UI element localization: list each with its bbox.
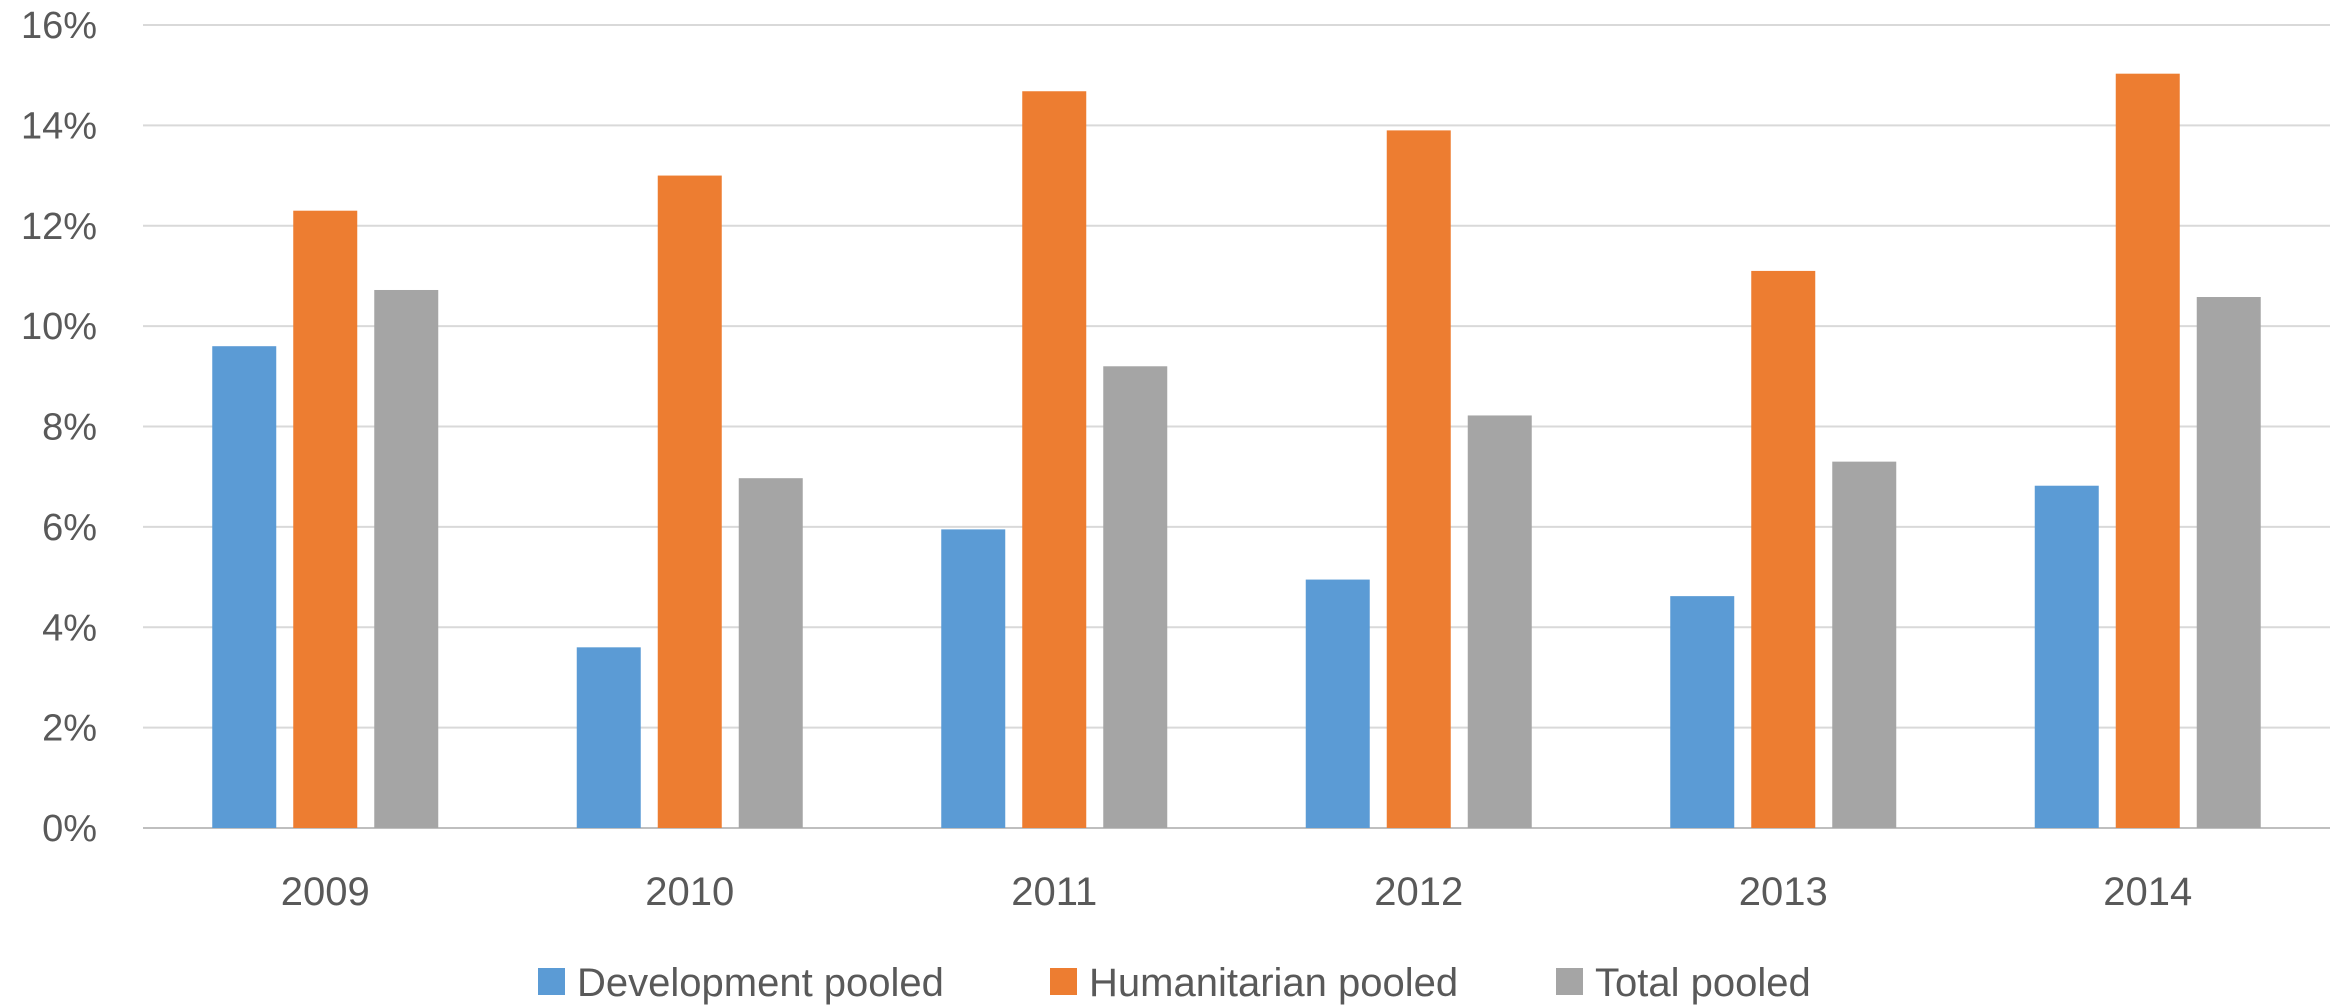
bar-development-pooled-2011 — [941, 529, 1006, 828]
x-tick-label: 2014 — [2103, 870, 2192, 914]
bar-total-pooled-2013 — [1832, 461, 1897, 828]
x-tick-label: 2010 — [645, 870, 734, 914]
x-tick-label: 2011 — [1011, 870, 1097, 914]
bar-humanitarian-pooled-2009 — [293, 210, 358, 829]
legend-swatch — [1556, 968, 1583, 995]
bar-development-pooled-2012 — [1305, 579, 1370, 828]
legend: Development pooled Humanitarian pooled Tot… — [538, 961, 1811, 1005]
bar-humanitarian-pooled-2012 — [1386, 130, 1451, 829]
y-tick-label: 8% — [42, 407, 97, 449]
legend-label: Humanitarian pooled — [1089, 961, 1458, 1005]
x-tick-label: 2009 — [281, 870, 370, 914]
x-tick-label: 2012 — [1374, 870, 1463, 914]
bar-total-pooled-2010 — [738, 478, 803, 828]
bar-total-pooled-2014 — [2196, 297, 2261, 828]
bar-total-pooled-2009 — [374, 289, 439, 828]
x-axis: 2009 2010 2011 2012 2013 2014 — [281, 870, 2192, 914]
bar-humanitarian-pooled-2013 — [1751, 270, 1816, 828]
bar-development-pooled-2010 — [576, 647, 641, 828]
y-axis: 0% 2% 4% 6% 8% 10% 12% 14% 16% — [21, 5, 97, 850]
legend-label: Development pooled — [577, 961, 944, 1005]
y-tick-label: 0% — [42, 808, 97, 850]
y-tick-label: 16% — [21, 5, 97, 47]
gridlines — [143, 24, 2330, 829]
legend-swatch — [538, 968, 565, 995]
legend-swatch — [1050, 968, 1077, 995]
bar-development-pooled-2009 — [212, 346, 277, 828]
bar-total-pooled-2012 — [1467, 415, 1532, 828]
bar-humanitarian-pooled-2010 — [657, 175, 722, 828]
bar-humanitarian-pooled-2014 — [2115, 73, 2180, 828]
y-tick-label: 4% — [42, 607, 97, 649]
bar-humanitarian-pooled-2011 — [1022, 91, 1087, 828]
y-tick-label: 10% — [21, 306, 97, 348]
bars — [212, 73, 2261, 829]
legend-label: Total pooled — [1595, 961, 1811, 1005]
y-tick-label: 12% — [21, 206, 97, 248]
y-tick-label: 2% — [42, 708, 97, 750]
bar-development-pooled-2014 — [2034, 485, 2099, 828]
y-tick-label: 6% — [42, 507, 97, 549]
bar-development-pooled-2013 — [1670, 596, 1735, 828]
y-tick-label: 14% — [21, 105, 97, 147]
x-tick-label: 2013 — [1739, 870, 1828, 914]
bar-total-pooled-2011 — [1103, 366, 1168, 828]
